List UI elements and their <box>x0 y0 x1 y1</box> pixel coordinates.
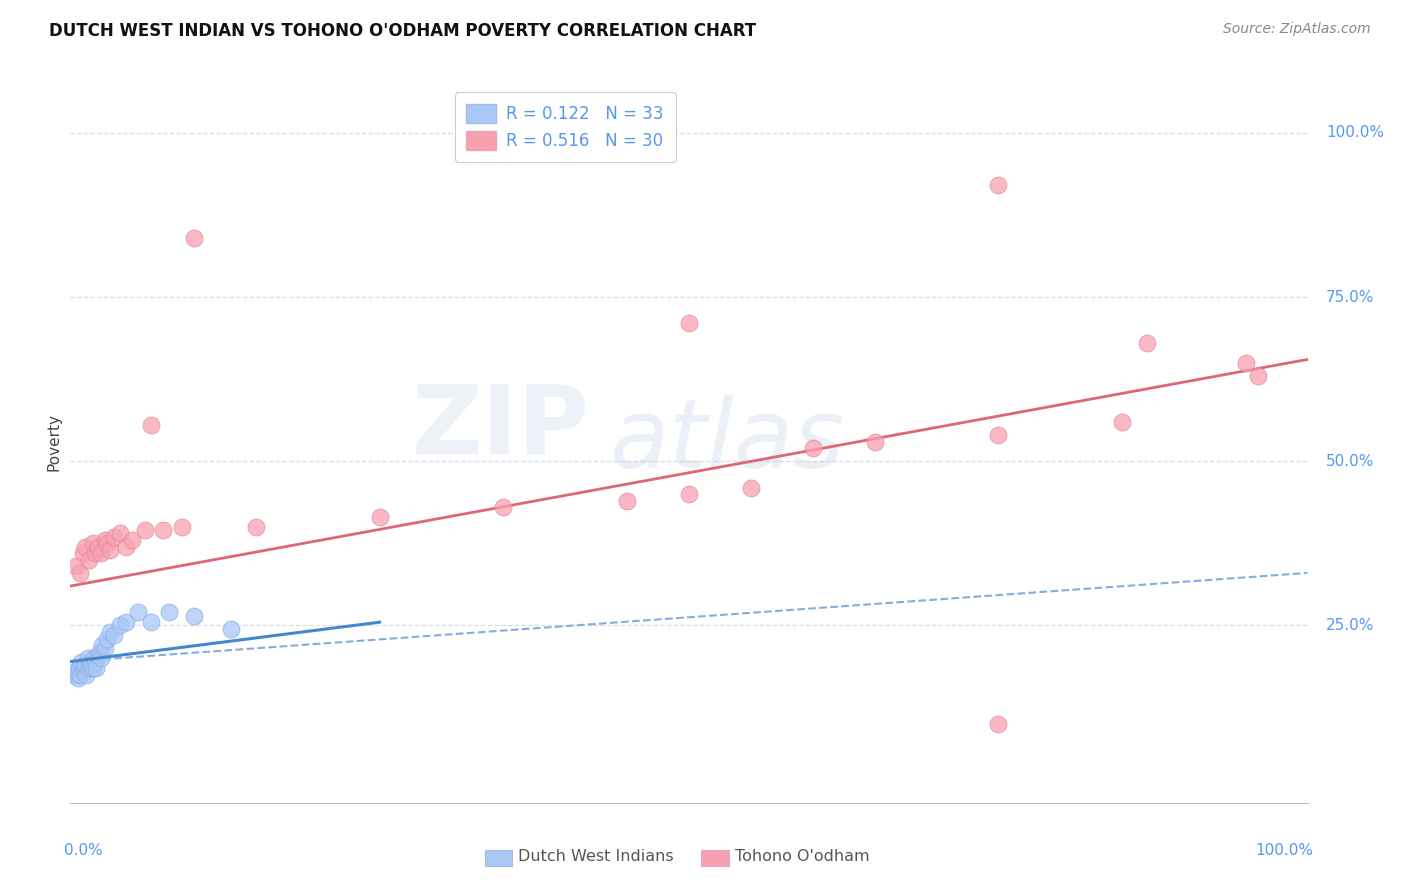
Point <box>1234 356 1257 370</box>
Point <box>72 546 94 560</box>
Point <box>183 608 205 623</box>
Point <box>84 661 107 675</box>
Point <box>66 671 89 685</box>
Point <box>91 638 114 652</box>
Legend: R = 0.122   N = 33, R = 0.516   N = 30: R = 0.122 N = 33, R = 0.516 N = 30 <box>454 92 676 161</box>
Point <box>987 428 1010 442</box>
Text: Dutch West Indians: Dutch West Indians <box>519 849 673 864</box>
Point <box>139 418 162 433</box>
Point <box>121 533 143 547</box>
Text: 100.0%: 100.0% <box>1256 843 1313 857</box>
Y-axis label: Poverty: Poverty <box>46 412 62 471</box>
Point <box>80 655 103 669</box>
Point <box>98 542 121 557</box>
Point <box>94 533 117 547</box>
Point <box>69 667 91 681</box>
Point <box>134 523 156 537</box>
Point <box>69 566 91 580</box>
Point <box>77 661 100 675</box>
Point <box>139 615 162 630</box>
Point <box>801 441 824 455</box>
Text: Tohono O'odham: Tohono O'odham <box>735 849 869 864</box>
Point <box>72 661 94 675</box>
Text: Source: ZipAtlas.com: Source: ZipAtlas.com <box>1223 22 1371 37</box>
Text: ZIP: ZIP <box>412 381 591 474</box>
Point <box>115 540 138 554</box>
Point <box>678 316 700 330</box>
Point <box>86 648 108 662</box>
Point <box>1247 368 1270 383</box>
Point <box>678 487 700 501</box>
Point <box>219 622 242 636</box>
Point <box>987 178 1010 193</box>
Text: 100.0%: 100.0% <box>1326 126 1384 140</box>
Point <box>245 520 267 534</box>
Point <box>98 625 121 640</box>
Point <box>84 655 107 669</box>
Point <box>616 493 638 508</box>
Point <box>108 526 131 541</box>
Point <box>89 645 111 659</box>
Point <box>65 559 87 574</box>
Point <box>75 667 97 681</box>
Point <box>75 540 97 554</box>
Point <box>96 536 118 550</box>
Text: 25.0%: 25.0% <box>1326 618 1375 633</box>
Point <box>83 651 105 665</box>
FancyBboxPatch shape <box>702 850 728 865</box>
Point <box>73 665 96 679</box>
Point <box>863 434 886 449</box>
Point <box>368 510 391 524</box>
Point <box>103 530 125 544</box>
Point <box>86 540 108 554</box>
Point <box>103 628 125 642</box>
Point <box>70 655 93 669</box>
Point <box>1136 336 1159 351</box>
Point <box>108 618 131 632</box>
Point <box>67 661 90 675</box>
Point <box>79 657 101 672</box>
Point <box>127 605 149 619</box>
Point <box>157 605 180 619</box>
Point <box>492 500 515 515</box>
Point <box>82 536 104 550</box>
Text: 75.0%: 75.0% <box>1326 290 1375 304</box>
FancyBboxPatch shape <box>485 850 512 865</box>
Point <box>75 657 97 672</box>
Point <box>90 546 112 560</box>
Text: 0.0%: 0.0% <box>65 843 103 857</box>
Point <box>96 632 118 646</box>
Point <box>170 520 193 534</box>
Point <box>65 665 87 679</box>
Text: 50.0%: 50.0% <box>1326 454 1375 468</box>
Point <box>76 651 98 665</box>
Point <box>152 523 174 537</box>
Point <box>77 553 100 567</box>
Point <box>1111 415 1133 429</box>
Point <box>63 667 86 681</box>
Point <box>115 615 138 630</box>
Point <box>987 717 1010 731</box>
Point <box>740 481 762 495</box>
Point <box>183 231 205 245</box>
Point <box>82 661 104 675</box>
Text: atlas: atlas <box>609 395 844 488</box>
Text: DUTCH WEST INDIAN VS TOHONO O'ODHAM POVERTY CORRELATION CHART: DUTCH WEST INDIAN VS TOHONO O'ODHAM POVE… <box>49 22 756 40</box>
Point <box>90 651 112 665</box>
Point <box>84 546 107 560</box>
Point <box>94 641 117 656</box>
